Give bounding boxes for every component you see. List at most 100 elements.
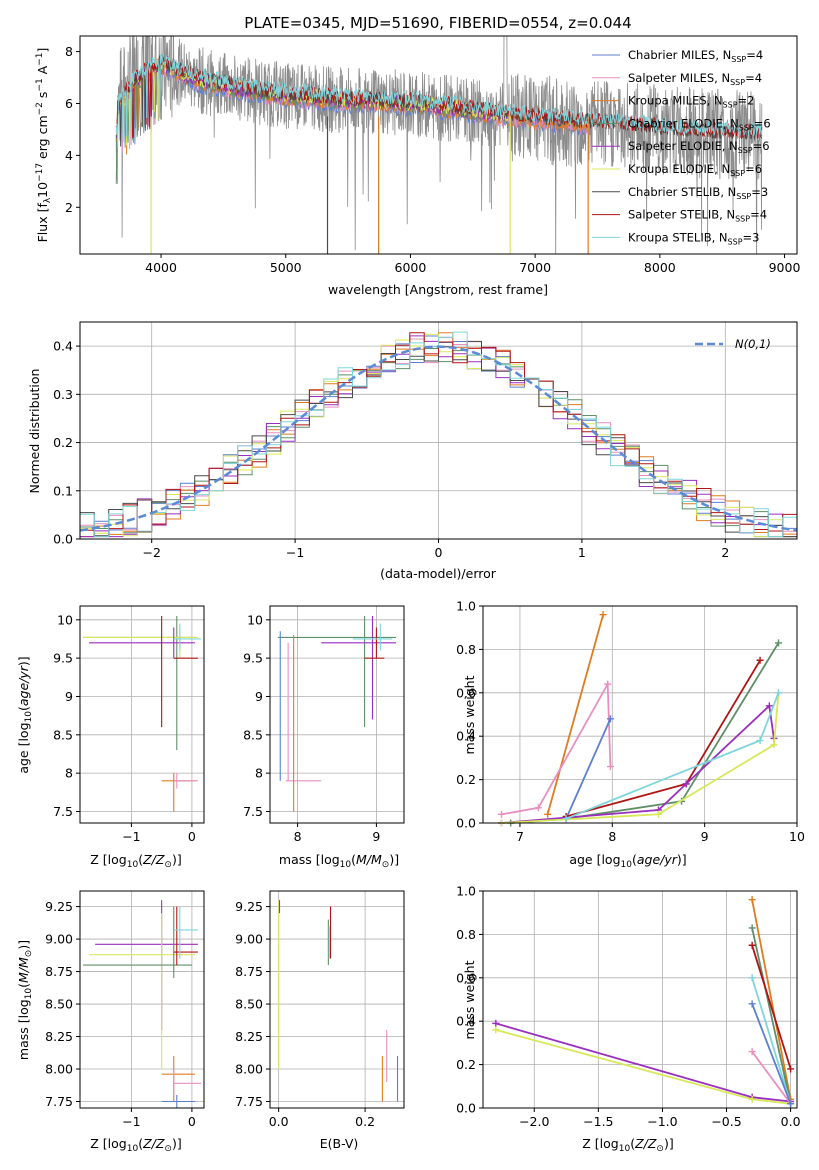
y-tick-label: 9.25: [235, 899, 263, 914]
mass-weight-vs-age-panel: 7 8 9 10 0.0 0.2 0.4 0.6 0.8 1.0: [456, 599, 805, 845]
y-tick-label: 10: [247, 612, 263, 627]
salpeter_stelib-marker: [756, 656, 764, 664]
p8-xlabel: Z [log10(Z/Z⊙)]: [582, 1136, 673, 1154]
salpeter_miles-marker: [606, 763, 614, 771]
y-tick-label: 4: [65, 148, 73, 163]
x-tick-label: 9000: [769, 260, 801, 275]
chabrier_miles-line: [565, 718, 612, 820]
salpeter_elodie-line: [495, 1022, 791, 1103]
y-tick-label: 8.5: [53, 727, 73, 742]
x-tick-label: −2.0: [519, 1114, 549, 1129]
x-tick-label: 0: [188, 1114, 196, 1129]
y-tick-label: 8: [65, 44, 73, 59]
legend-label-kroupa_stelib: Kroupa STELIB, NSSP=3: [628, 230, 759, 246]
axes-frame: [79, 35, 798, 255]
y-tick-label: 9.00: [235, 932, 263, 947]
y-tick-label: 8.75: [45, 964, 73, 979]
kroupa_miles-marker: [599, 611, 607, 619]
p5-ylabel: mass weight: [462, 675, 477, 754]
histogram-ylabel: Normed distribution: [27, 369, 42, 494]
x-tick-label: 7000: [519, 260, 551, 275]
y-tick-label: 0.8: [456, 642, 476, 657]
y-tick-label: 8: [255, 766, 263, 781]
y-tick-label: 0.4: [456, 1014, 476, 1029]
kroupa_elodie-marker: [492, 1026, 500, 1034]
kroupa_stelib-line: [751, 977, 792, 1104]
salpeter_stelib-marker: [748, 941, 756, 949]
axes-frame: [79, 890, 205, 1109]
legend-label-salpeter_stelib: Salpeter STELIB, NSSP=4: [628, 208, 767, 224]
x-tick-label: 8: [294, 829, 302, 844]
salpeter_stelib-line: [751, 945, 792, 1070]
p8-ylabel: mass weight: [462, 960, 477, 1039]
p3-xlabel: Z [log10(Z/Z⊙)]: [90, 852, 181, 870]
y-tick-label: 10: [57, 612, 73, 627]
y-tick-label: 8.25: [235, 1029, 263, 1044]
kroupa_elodie-marker: [770, 741, 778, 749]
x-tick-label: 0.2: [355, 1114, 375, 1129]
axes-frame: [482, 605, 798, 824]
y-tick-label: 9: [65, 689, 73, 704]
y-tick-label: 1.0: [456, 599, 476, 614]
figure-title: PLATE=0345, MJD=51690, FIBERID=0554, z=0…: [244, 14, 631, 32]
y-tick-label: 0.2: [456, 1057, 476, 1072]
age-vs-metallicity-panel: −1 0 7.5 8 8.5 9 9.5 10: [53, 605, 205, 844]
spectrum-xlabel: wavelength [Angstrom, rest frame]: [328, 282, 548, 297]
x-tick-label: 4000: [145, 260, 177, 275]
x-tick-label: 5000: [270, 260, 302, 275]
x-tick-label: 0: [435, 545, 443, 560]
y-tick-label: 0.0: [53, 532, 73, 547]
salpeter_stelib-marker: [787, 1065, 795, 1073]
y-tick-label: 9.5: [53, 651, 73, 666]
histogram-steps: [80, 331, 797, 538]
salpeter_elodie-marker: [765, 702, 773, 710]
kroupa_elodie-line: [501, 692, 780, 824]
x-tick-label: 9: [701, 829, 709, 844]
chabrier_miles-marker: [787, 1100, 795, 1108]
salpeter_elodie-line: [501, 703, 775, 824]
chabrier_miles-marker: [748, 1000, 756, 1008]
salpeter_miles-line: [501, 680, 612, 816]
x-tick-label: 6000: [395, 260, 427, 275]
age-vs-mass-panel: 8 9 7.5 8 8.5 9 9.5 10: [243, 605, 405, 844]
x-tick-label: 0.0: [781, 1114, 801, 1129]
y-tick-label: 7.75: [45, 1094, 73, 1109]
kroupa_elodie-marker: [654, 810, 662, 818]
mass-weight-vs-metallicity-panel: −2.0 −1.5 −1.0 −0.5 0.0 0.0 0.2 0.4 0.6 0.8 1.0: [456, 884, 800, 1130]
y-tick-label: 8.5: [243, 727, 263, 742]
y-tick-label: 7.5: [53, 804, 73, 819]
residual-histogram-panel: −2 −1 0 1 2 0.0 0.1 0.2 0.3 0.4 N(0,1): [53, 321, 798, 560]
kroupa_miles-marker: [544, 810, 552, 818]
legend-label-gauss: N(0,1): [735, 337, 771, 351]
chabrier_miles-line: [751, 1003, 792, 1105]
legend-label-salpeter_elodie: Salpeter ELODIE, NSSP=6: [628, 139, 770, 155]
p7-xlabel: E(B-V): [320, 1136, 359, 1151]
x-tick-label: 8: [608, 829, 616, 844]
x-tick-label: 10: [789, 829, 805, 844]
y-tick-label: 8.00: [235, 1062, 263, 1077]
y-tick-label: 8.75: [235, 964, 263, 979]
y-tick-label: 9: [255, 689, 263, 704]
x-tick-label: 7: [516, 829, 524, 844]
y-tick-label: 0.0: [456, 1101, 476, 1116]
kroupa_stelib-histogram: [80, 331, 797, 538]
y-tick-label: 7.75: [235, 1094, 263, 1109]
spectrum-ylabel: Flux [fλ10−17 erg cm−2 s−1 A−1]: [35, 48, 53, 243]
x-tick-label: 2: [721, 545, 729, 560]
kroupa_stelib-line: [565, 692, 780, 820]
y-tick-label: 0.4: [53, 339, 73, 354]
p3-ylabel: age [log10(age/yr)]: [16, 656, 34, 773]
kroupa_miles-marker: [748, 896, 756, 904]
axes-frame: [269, 890, 405, 1109]
legend-label-kroupa_elodie: Kroupa ELODIE, NSSP=6: [628, 162, 762, 178]
kroupa_stelib-marker: [756, 737, 764, 745]
y-tick-label: 8.50: [235, 997, 263, 1012]
spectrum-panel: 4000 5000 6000 7000 8000 9000 2 4 6 8 Chabrier MIL…: [65, 35, 801, 275]
kroupa_elodie-marker: [748, 1095, 756, 1103]
y-tick-label: 0.6: [456, 970, 476, 985]
salpeter_stelib-line: [565, 659, 761, 818]
x-tick-label: −0.5: [711, 1114, 741, 1129]
y-tick-label: 9.5: [243, 651, 263, 666]
x-tick-label: 0.0: [269, 1114, 289, 1129]
